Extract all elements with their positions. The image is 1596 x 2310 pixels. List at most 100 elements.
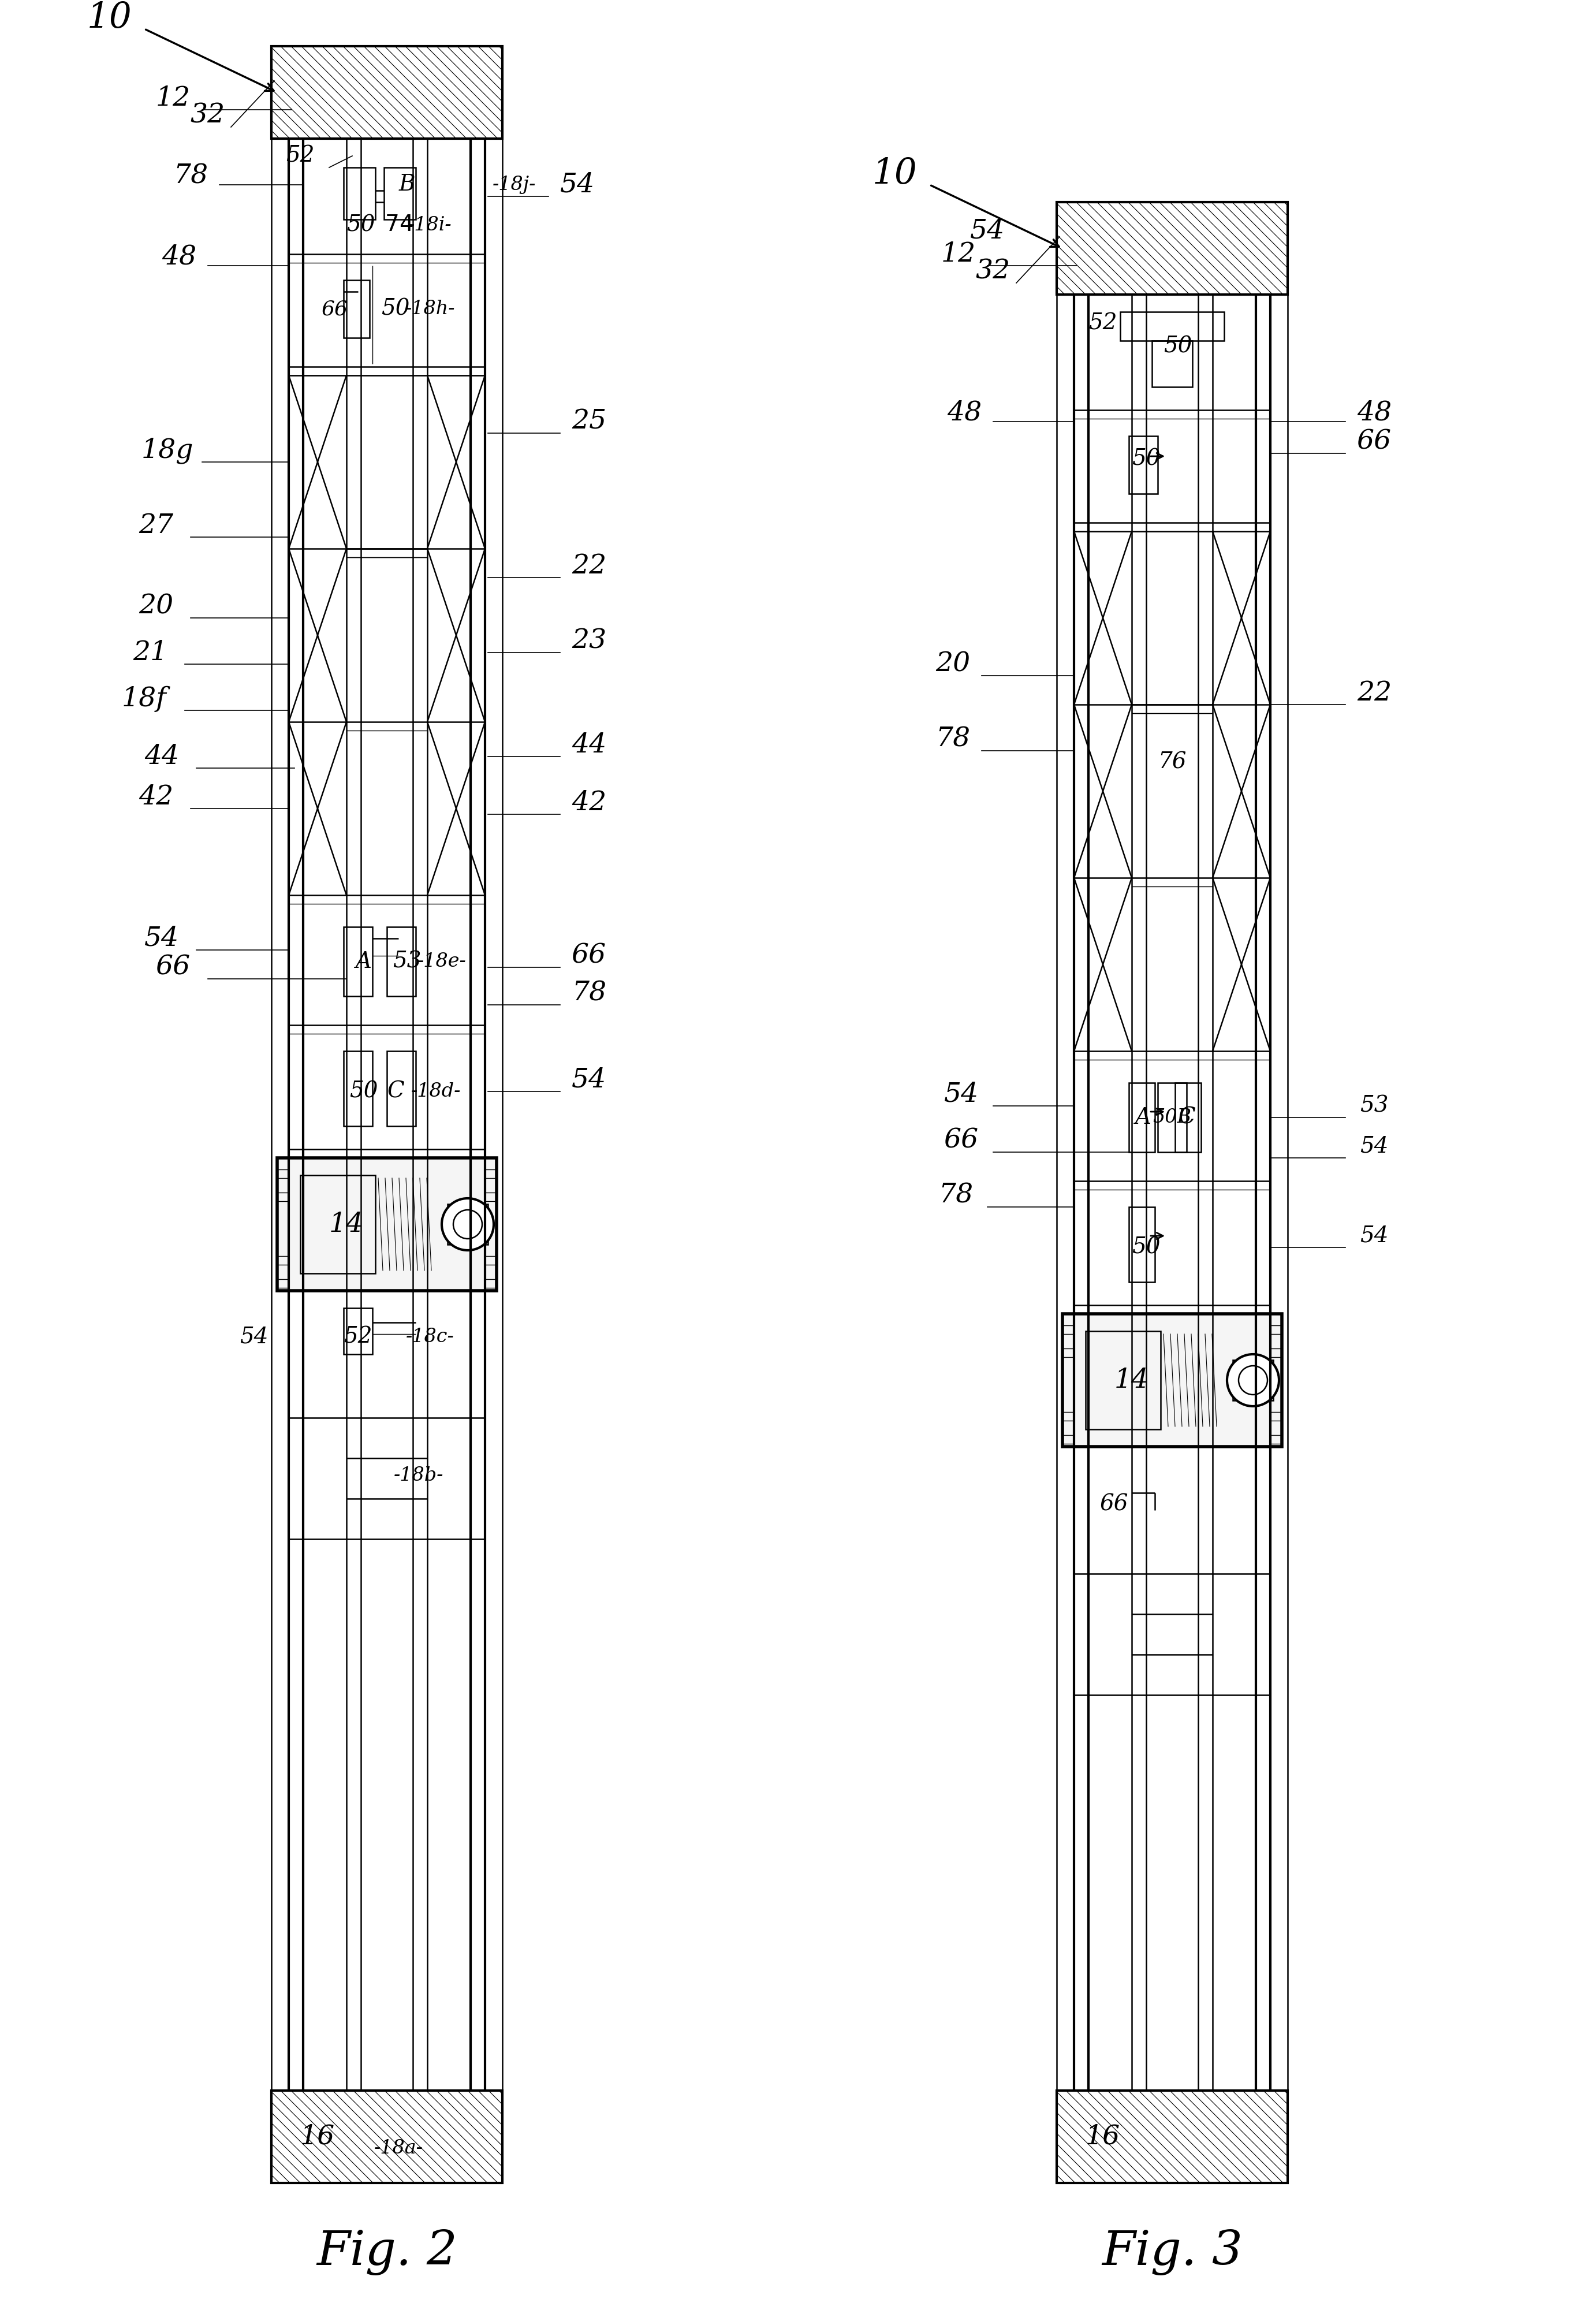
Text: 54: 54 <box>943 1081 978 1106</box>
Text: A: A <box>356 952 372 973</box>
Bar <box>1063 1326 1074 1335</box>
Text: 50: 50 <box>346 215 375 236</box>
Bar <box>1057 203 1288 293</box>
Text: 44: 44 <box>144 744 179 769</box>
Text: 14: 14 <box>329 1210 364 1238</box>
Text: Fig. 2: Fig. 2 <box>316 2229 458 2275</box>
Bar <box>386 926 415 996</box>
Text: 21: 21 <box>132 640 168 665</box>
Text: 50: 50 <box>1132 448 1160 469</box>
Text: 18f: 18f <box>121 686 168 711</box>
Text: 32: 32 <box>975 259 1010 284</box>
Text: 44: 44 <box>571 732 606 758</box>
Bar <box>447 1204 488 1245</box>
Text: 54: 54 <box>144 926 179 952</box>
Text: 78: 78 <box>935 725 970 753</box>
Text: 10: 10 <box>873 157 918 189</box>
Text: 54: 54 <box>239 1326 268 1347</box>
Bar <box>485 1280 496 1289</box>
Bar <box>1128 437 1157 494</box>
Bar <box>1128 1083 1156 1153</box>
Bar <box>271 2091 503 2183</box>
Text: A: A <box>1135 1106 1151 1127</box>
Text: -18c-: -18c- <box>405 1328 455 1347</box>
Text: 48: 48 <box>161 245 196 270</box>
Text: C: C <box>1178 1106 1195 1127</box>
Circle shape <box>1227 1354 1278 1407</box>
Bar <box>1063 1349 1074 1356</box>
Bar <box>343 1307 372 1354</box>
Bar <box>343 280 370 337</box>
Text: -18b-: -18b- <box>394 1467 444 1485</box>
Text: -18i-: -18i- <box>409 217 452 236</box>
Text: 66: 66 <box>1100 1495 1128 1515</box>
Bar <box>385 169 415 219</box>
Bar <box>1057 203 1288 2183</box>
Bar <box>343 1051 372 1127</box>
Bar <box>278 1169 289 1178</box>
Text: 50: 50 <box>350 1081 378 1102</box>
Bar <box>278 1257 289 1266</box>
Bar <box>386 1051 415 1127</box>
Text: -18h-: -18h- <box>405 300 455 319</box>
Text: 12: 12 <box>942 240 975 268</box>
Text: -18e-: -18e- <box>417 952 466 970</box>
Text: 52: 52 <box>286 146 314 166</box>
Bar <box>343 926 372 996</box>
Bar <box>271 46 503 2183</box>
Text: 20: 20 <box>935 651 970 677</box>
Bar <box>1063 1435 1074 1444</box>
Bar <box>343 169 375 219</box>
Text: 27: 27 <box>139 513 174 538</box>
Bar <box>1270 1326 1282 1335</box>
Text: 54: 54 <box>560 171 595 199</box>
Text: 54: 54 <box>1360 1224 1389 1247</box>
Bar <box>1120 312 1224 340</box>
Text: 50: 50 <box>1132 1236 1160 1259</box>
Text: 18g: 18g <box>142 437 193 464</box>
Text: 10: 10 <box>88 0 132 35</box>
Text: -18d-: -18d- <box>412 1081 461 1102</box>
Bar <box>1270 1435 1282 1444</box>
Text: 52: 52 <box>1088 312 1117 335</box>
Text: 78: 78 <box>172 164 207 189</box>
Text: 54: 54 <box>1360 1137 1389 1157</box>
Bar <box>1085 1331 1160 1430</box>
Text: 16: 16 <box>300 2123 335 2151</box>
Text: 23: 23 <box>571 628 606 654</box>
Bar <box>1157 1083 1186 1153</box>
Circle shape <box>453 1210 482 1238</box>
Bar <box>1232 1361 1274 1400</box>
Text: Fig. 3: Fig. 3 <box>1101 2229 1243 2275</box>
Text: 54: 54 <box>571 1067 606 1093</box>
Text: -18j-: -18j- <box>492 176 536 194</box>
Text: 78: 78 <box>571 979 606 1007</box>
Text: 42: 42 <box>139 783 174 811</box>
Bar <box>1152 340 1192 386</box>
Bar <box>271 46 503 139</box>
Bar <box>1128 1206 1156 1282</box>
Text: C: C <box>386 1081 404 1102</box>
Bar <box>485 1257 496 1266</box>
Text: 22: 22 <box>571 552 606 580</box>
Text: 50: 50 <box>381 298 410 319</box>
Bar <box>1063 1411 1074 1421</box>
Text: 53: 53 <box>393 952 421 973</box>
Text: 50B: 50B <box>1152 1109 1192 1127</box>
Text: 52: 52 <box>343 1326 372 1347</box>
Text: 32: 32 <box>190 102 225 129</box>
Text: 16: 16 <box>1085 2123 1120 2151</box>
Text: 42: 42 <box>571 790 606 815</box>
Bar <box>278 1157 496 1291</box>
Bar <box>1057 2091 1288 2183</box>
Bar <box>485 1192 496 1201</box>
Text: 54: 54 <box>970 217 1005 245</box>
Bar <box>278 1192 289 1201</box>
Text: 66: 66 <box>943 1127 978 1153</box>
Text: 25: 25 <box>571 409 606 434</box>
Text: 66: 66 <box>322 298 348 319</box>
Text: 48: 48 <box>1357 400 1392 425</box>
Bar <box>1270 1349 1282 1356</box>
Text: 14: 14 <box>1114 1368 1149 1393</box>
Text: -18a-: -18a- <box>373 2139 423 2158</box>
